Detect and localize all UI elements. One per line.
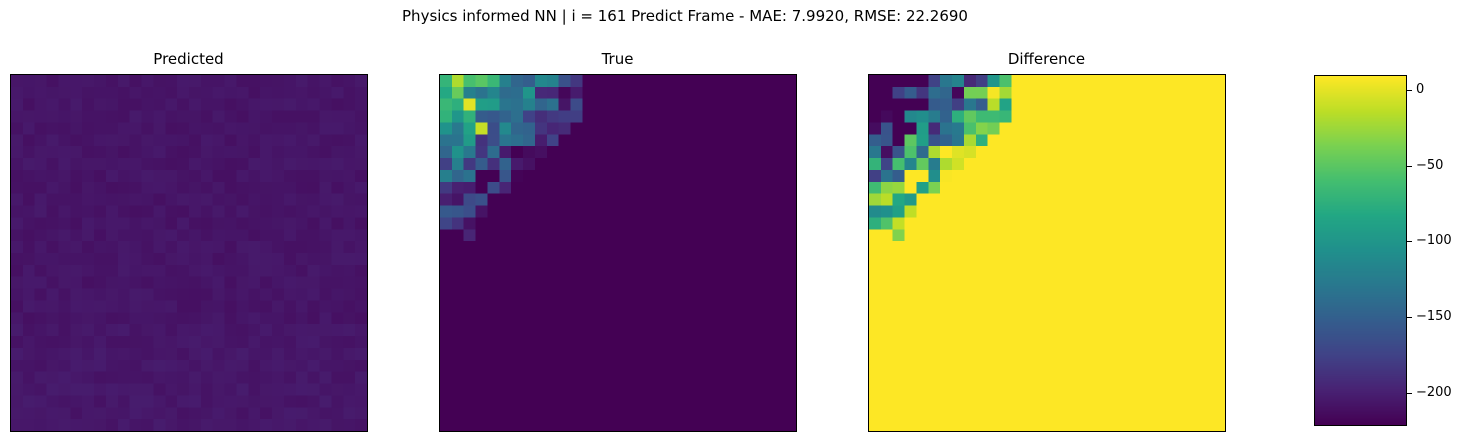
heatmap-difference [868,74,1226,432]
colorbar-tick [1407,166,1412,167]
colorbar-tick-label: −200 [1416,385,1452,400]
heatmap-predicted [10,74,368,432]
heatmap-true-cells [440,75,796,431]
colorbar-tick [1407,241,1412,242]
colorbar-tick [1407,90,1412,91]
heatmap-predicted-cells [11,75,367,431]
colorbar-tick-label: −100 [1416,233,1452,248]
panel-title-true: True [601,50,634,68]
colorbar-gradient [1315,76,1406,425]
panel-title-difference: Difference [1007,50,1086,68]
heatmap-true [439,74,797,432]
figure-title: Physics informed NN | i = 161 Predict Fr… [402,7,968,25]
colorbar-tick [1407,317,1412,318]
colorbar-tick-label: 0 [1416,82,1425,97]
heatmap-difference-cells [869,75,1225,431]
colorbar [1314,75,1407,426]
panel-title-predicted: Predicted [153,50,224,68]
colorbar-tick-label: −50 [1416,158,1444,173]
colorbar-tick-label: −150 [1416,309,1452,324]
colorbar-tick [1407,393,1412,394]
